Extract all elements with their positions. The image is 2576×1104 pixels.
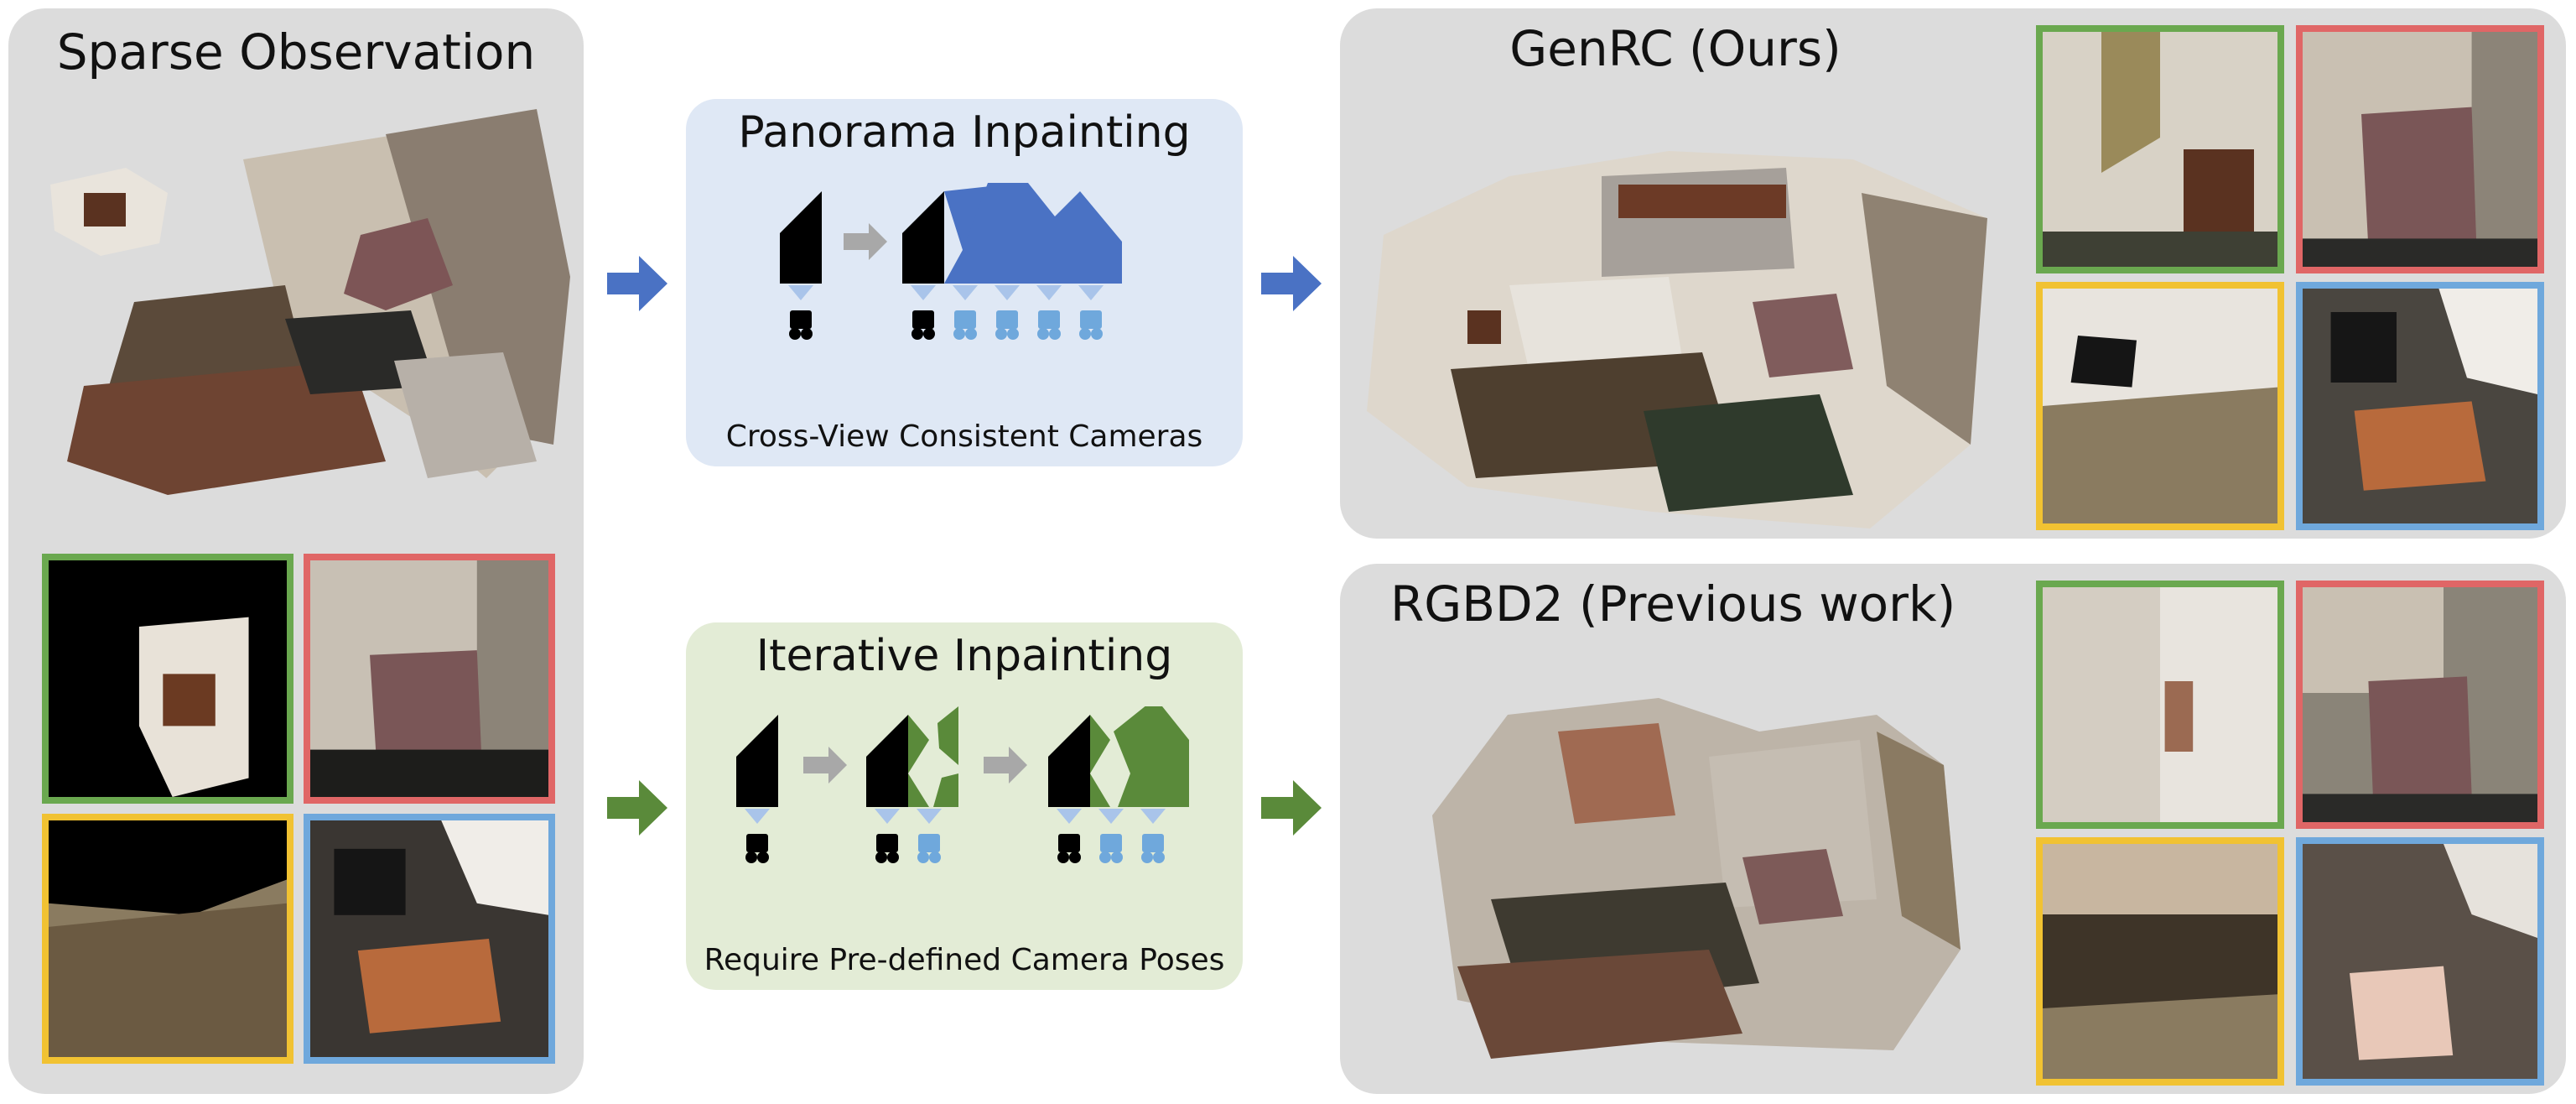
- right-arrow-icon: [1261, 780, 1322, 836]
- rgbd2-title: RGBD2 (Previous work): [1390, 575, 1956, 633]
- camera-icon: [911, 310, 935, 340]
- camera-icon: [917, 834, 941, 863]
- rgbd2-scene-image: [1432, 698, 1961, 1059]
- iterative-inpainting-title: Iterative Inpainting: [756, 631, 1173, 681]
- genrc-scene-image: [1367, 151, 1987, 529]
- genrc-title: GenRC (Ours): [1509, 20, 1841, 77]
- camera-icon: [1037, 310, 1061, 340]
- camera-icon: [1099, 834, 1123, 863]
- sparse-view-blue: [304, 814, 555, 1064]
- camera-icon: [1141, 834, 1165, 863]
- panorama-inpainting-title: Panorama Inpainting: [738, 107, 1191, 158]
- iterative-inpainting-caption: Require Pre-defined Camera Poses: [704, 943, 1225, 977]
- camera-icon: [1057, 834, 1081, 863]
- genrc-view-green: [2036, 25, 2284, 273]
- right-arrow-icon: [607, 256, 667, 311]
- sparse-observation-panel: Sparse Observation: [8, 8, 584, 1094]
- rgbd2-view-yellow: [2036, 837, 2284, 1086]
- genrc-view-yellow: [2036, 282, 2284, 530]
- genrc-result-panel: GenRC (Ours): [1340, 8, 2566, 539]
- sparse-view-green: [42, 554, 293, 804]
- camera-icon: [1079, 310, 1103, 340]
- rgbd2-result-panel: GenRC (Ours) RGBD2 (Previous work): [1340, 564, 2566, 1094]
- right-arrow-icon: [1261, 256, 1322, 311]
- sparse-view-yellow: [42, 814, 293, 1064]
- panorama-inpainting-box: Panorama Inpainting Cross-View Consisten…: [686, 99, 1243, 466]
- camera-icon: [995, 310, 1019, 340]
- camera-icon: [875, 834, 899, 863]
- genrc-view-blue: [2296, 282, 2544, 530]
- rgbd2-view-red: [2296, 581, 2544, 829]
- sparse-observation-title: Sparse Observation: [56, 23, 536, 81]
- right-arrow-icon: [607, 780, 667, 836]
- rgbd2-view-green: [2036, 581, 2284, 829]
- rgbd2-view-blue: [2296, 837, 2544, 1086]
- camera-icon: [789, 310, 813, 340]
- camera-icon: [745, 834, 769, 863]
- sparse-view-red: [304, 554, 555, 804]
- panorama-inpainting-diagram: [780, 183, 1122, 340]
- panorama-inpainting-caption: Cross-View Consistent Cameras: [725, 419, 1203, 454]
- iterative-inpainting-box: Iterative Inpainting Require Pre-defined…: [686, 622, 1243, 990]
- genrc-view-red: [2296, 25, 2544, 273]
- iterative-inpainting-diagram: [736, 706, 1189, 863]
- camera-icon: [953, 310, 977, 340]
- sparse-scene-image: [50, 109, 570, 495]
